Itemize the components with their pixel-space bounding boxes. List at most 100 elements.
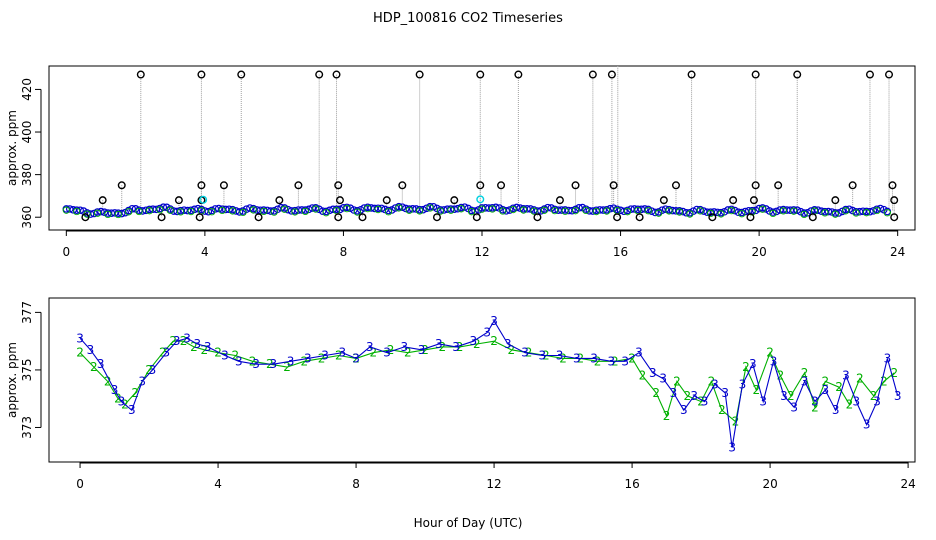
outlier-point <box>497 181 506 190</box>
outlier-point <box>197 70 206 79</box>
baseline-point <box>869 207 878 215</box>
baseline-point-green <box>675 208 684 216</box>
outlier-point <box>885 70 894 79</box>
baseline-point-green <box>208 208 216 216</box>
series-2-point: 2 <box>76 346 84 360</box>
outlier-point <box>588 70 597 79</box>
outlier-point <box>450 196 459 205</box>
outlier-point <box>890 196 899 205</box>
baseline-point <box>204 207 213 216</box>
baseline-point-green <box>218 206 226 215</box>
baseline-point <box>117 209 126 218</box>
baseline-point-green <box>395 204 403 212</box>
bottom-x-tick-label: 16 <box>624 477 639 491</box>
baseline-point-green <box>842 207 850 215</box>
baseline-point <box>866 207 874 216</box>
baseline-point-green <box>187 207 195 216</box>
baseline-point <box>76 206 84 215</box>
baseline-point-green <box>519 206 528 214</box>
baseline-point-green <box>623 208 632 216</box>
series-2-point: 2 <box>283 360 291 374</box>
outlier-point <box>848 181 857 190</box>
series-2-point: 2 <box>508 343 516 357</box>
series-3-point: 3 <box>556 349 564 363</box>
baseline-point <box>277 203 285 212</box>
series-3-point: 3 <box>863 418 871 432</box>
baseline-point <box>876 204 885 213</box>
outlier-point <box>609 181 618 190</box>
series-2-point: 2 <box>421 343 429 357</box>
series-2-point: 2 <box>145 363 153 377</box>
baseline-point <box>679 207 687 216</box>
baseline-point-green <box>603 207 611 215</box>
baseline-point-green <box>322 209 330 217</box>
baseline-point-green <box>571 207 580 215</box>
baseline-point <box>672 206 680 215</box>
bottom-x-tick-label: 20 <box>762 477 777 491</box>
baseline-point <box>516 204 524 212</box>
bottom-x-tick-label: 4 <box>214 477 222 491</box>
outlier-point <box>607 70 616 79</box>
series-2-point: 2 <box>114 392 122 406</box>
series-2-point: 2 <box>387 343 395 357</box>
series-3-point: 3 <box>269 357 277 371</box>
outlier-point <box>382 196 391 205</box>
outlier-point <box>888 181 897 190</box>
baseline-point-green <box>364 204 372 213</box>
top-y-tick-label: 380 <box>20 163 34 186</box>
series-3-point: 3 <box>635 346 643 360</box>
series-3-point: 3 <box>770 354 778 368</box>
series-3-point: 3 <box>832 403 840 417</box>
baseline-point-green <box>551 206 559 215</box>
series-3-point: 3 <box>352 351 360 365</box>
baseline-point <box>408 205 417 213</box>
baseline-point-green <box>426 204 434 212</box>
outlier-point <box>335 196 344 205</box>
baseline-point-green <box>561 207 569 215</box>
baseline-point-green <box>135 207 143 216</box>
series-2-point: 2 <box>169 334 177 348</box>
series-3-point: 3 <box>383 346 391 360</box>
series-3-point: 3 <box>149 363 157 377</box>
baseline-point-green <box>228 207 237 215</box>
series-3-point: 3 <box>504 337 512 351</box>
top-x-tick-label: 8 <box>340 245 348 259</box>
baseline-point-green <box>706 209 715 218</box>
baseline-point <box>318 207 327 215</box>
series-2-point: 2 <box>559 351 567 365</box>
outlier-point <box>157 213 166 222</box>
baseline-point-green <box>156 206 164 214</box>
outlier-point <box>174 196 183 205</box>
baseline-point-green <box>655 209 663 217</box>
outlier-point <box>334 181 343 190</box>
series-3-point: 3 <box>418 343 426 357</box>
series-2-point: 2 <box>104 374 112 388</box>
baseline-point-green <box>436 207 445 215</box>
baseline-point-green <box>62 206 70 214</box>
series-3-point: 3 <box>194 337 202 351</box>
top-y-tick-label: 360 <box>20 206 34 229</box>
series-3-point: 3 <box>842 369 850 383</box>
series-2-point: 2 <box>525 346 533 360</box>
series-2-point: 2 <box>628 351 636 365</box>
baseline-point-green <box>686 210 694 218</box>
baseline-point-green <box>447 206 455 214</box>
top-x-tick-label: 16 <box>613 245 628 259</box>
bottom-y-axis-label: approx. ppm <box>5 342 19 418</box>
baseline-point-green <box>873 206 881 215</box>
series-2-point: 2 <box>639 369 647 383</box>
baseline-point-green <box>717 210 725 218</box>
baseline-point <box>90 209 98 218</box>
cyan-point <box>476 195 485 204</box>
baseline-point <box>599 206 608 214</box>
series-2-point: 2 <box>456 340 464 354</box>
baseline-point-green <box>582 206 590 215</box>
baseline-point-green <box>280 205 289 213</box>
outlier-point <box>472 213 481 222</box>
outlier-point <box>533 213 542 222</box>
baseline-point-green <box>166 206 174 214</box>
series-2-point: 2 <box>249 354 257 368</box>
baseline-point-green <box>790 207 798 215</box>
baseline-point-green <box>738 210 746 218</box>
